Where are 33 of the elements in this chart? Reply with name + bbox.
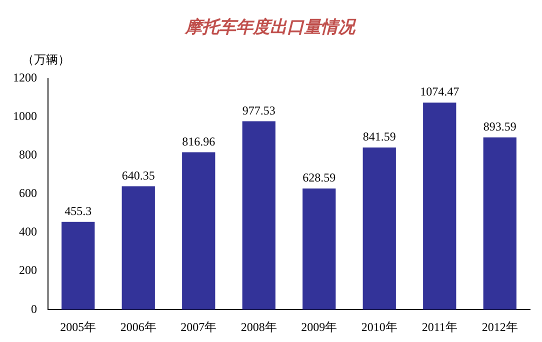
x-tick-label: 2007年 bbox=[180, 320, 217, 334]
data-label: 455.3 bbox=[64, 204, 92, 218]
y-axis-title: （万辆） bbox=[22, 52, 70, 67]
x-tick-label: 2006年 bbox=[120, 320, 156, 334]
chart-title: 摩托车年度出口量情况 bbox=[184, 18, 357, 38]
data-label: 841.59 bbox=[362, 130, 396, 144]
data-label: 640.35 bbox=[122, 168, 155, 182]
data-label: 628.59 bbox=[302, 170, 336, 185]
bar bbox=[62, 222, 95, 310]
bar bbox=[362, 147, 396, 310]
y-tick-label: 200 bbox=[19, 263, 37, 278]
y-tick-label: 400 bbox=[19, 224, 37, 239]
x-tick-label: 2005年 bbox=[60, 320, 96, 334]
data-label: 1074.47 bbox=[420, 84, 460, 99]
data-label: 893.59 bbox=[483, 120, 516, 134]
bar bbox=[182, 152, 216, 310]
y-tick-label: 800 bbox=[19, 148, 37, 162]
x-tick-label: 2012年 bbox=[482, 320, 518, 334]
bar bbox=[483, 137, 516, 310]
data-label: 816.96 bbox=[182, 134, 216, 148]
x-tick-label: 2008年 bbox=[240, 320, 277, 334]
x-tick-label: 2009年 bbox=[301, 320, 338, 334]
y-tick-label: 0 bbox=[31, 302, 37, 316]
bar bbox=[423, 102, 456, 310]
bar bbox=[242, 121, 276, 310]
y-tick-label: 1000 bbox=[13, 109, 37, 124]
y-tick-label: 600 bbox=[19, 186, 37, 200]
data-label: 977.53 bbox=[242, 103, 276, 118]
x-tick-label: 2010年 bbox=[361, 320, 398, 334]
y-tick-label: 1200 bbox=[13, 70, 37, 85]
bar bbox=[122, 186, 155, 310]
x-tick-label: 2011年 bbox=[422, 320, 458, 334]
bar bbox=[302, 188, 336, 310]
